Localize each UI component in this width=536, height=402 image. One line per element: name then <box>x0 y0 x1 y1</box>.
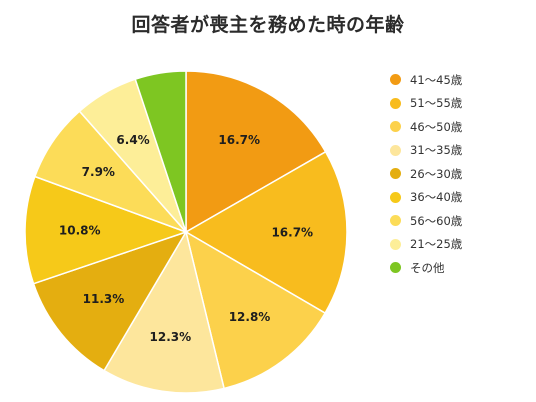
slice-label: 16.7% <box>271 225 313 239</box>
legend-label: その他 <box>410 260 445 275</box>
legend-swatch <box>390 168 401 180</box>
legend-swatch <box>390 262 401 274</box>
pie-slice <box>103 230 225 394</box>
slice-label: 7.9% <box>82 165 115 179</box>
chart-title: 回答者が喪主を務めた時の年齢 <box>131 14 405 36</box>
legend-item: 36〜40歳 <box>390 186 462 210</box>
legend-label: 46〜50歳 <box>410 119 463 134</box>
legend-label: 31〜35歳 <box>410 143 463 158</box>
legend-label: 21〜25歳 <box>410 237 463 252</box>
slice-label: 6.4% <box>116 133 149 147</box>
slice-label: 16.7% <box>218 133 260 147</box>
legend-item: 41〜45歳 <box>390 68 462 92</box>
legend-item: 26〜30歳 <box>390 162 462 186</box>
slice-label: 12.8% <box>229 310 271 324</box>
pie-slice <box>184 230 327 390</box>
pie-slice <box>185 70 327 234</box>
legend-item: 21〜25歳 <box>390 233 462 257</box>
legend-swatch <box>390 74 401 86</box>
legend-label: 36〜40歳 <box>410 190 463 205</box>
legend-label: 26〜30歳 <box>410 166 463 181</box>
slice-label: 10.8% <box>59 224 101 238</box>
legend-item: 51〜55歳 <box>390 92 462 116</box>
legend-swatch <box>390 121 401 133</box>
legend-swatch <box>390 97 401 109</box>
legend: 41〜45歳 51〜55歳 46〜50歳 31〜35歳 26〜30歳 36〜40歳 56〜6… <box>390 68 462 280</box>
legend-swatch <box>390 238 401 250</box>
slice-label: 12.3% <box>150 330 192 344</box>
legend-item: 56〜60歳 <box>390 209 462 233</box>
legend-label: 51〜55歳 <box>410 96 463 111</box>
pie-slice <box>184 150 348 315</box>
pie-slice <box>32 230 188 372</box>
slice-label: 11.3% <box>83 292 125 306</box>
legend-swatch <box>390 215 401 227</box>
legend-item: 31〜35歳 <box>390 139 462 163</box>
legend-swatch <box>390 144 401 156</box>
legend-item: 46〜50歳 <box>390 115 462 139</box>
pie-slice <box>24 175 189 285</box>
legend-label: 41〜45歳 <box>410 72 463 87</box>
legend-item: その他 <box>390 256 462 280</box>
legend-swatch <box>390 191 401 203</box>
pie-slice <box>134 70 187 233</box>
legend-label: 56〜60歳 <box>410 213 463 228</box>
